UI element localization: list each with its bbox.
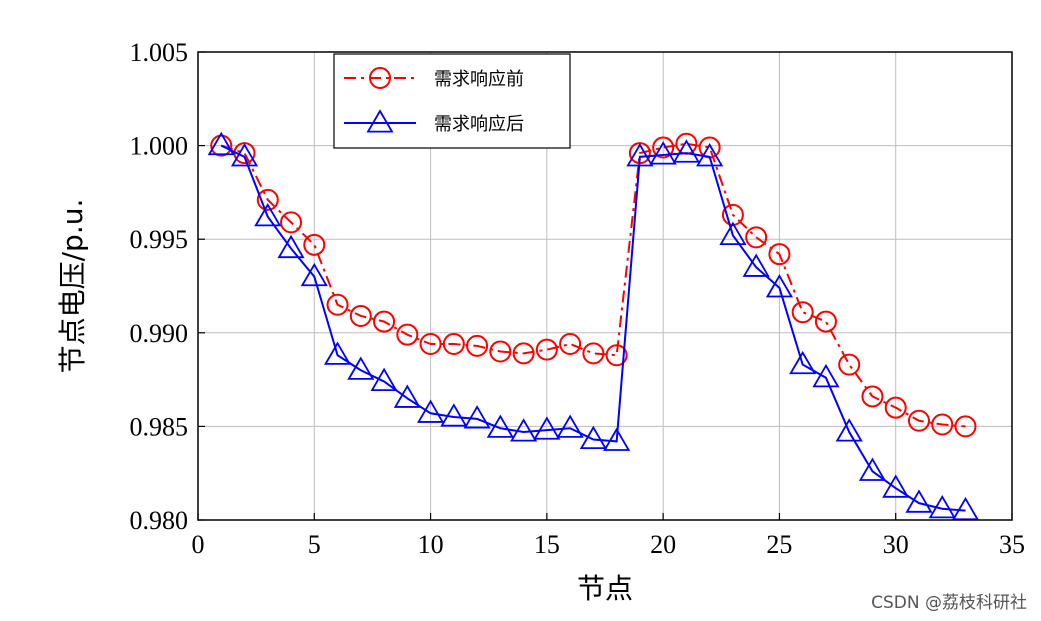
data-point [326, 293, 349, 316]
data-point [603, 427, 631, 451]
data-point [349, 304, 372, 327]
data-point [626, 143, 654, 167]
x-tick-label: 0 [192, 530, 205, 559]
x-axis-label: 节点 [577, 572, 633, 605]
data-point [256, 188, 279, 211]
data-point [559, 333, 582, 356]
data-point [300, 262, 328, 287]
data-point [303, 233, 326, 256]
data-point [789, 350, 817, 375]
legend-item: 需求响应前 [344, 67, 524, 90]
data-point [954, 415, 977, 438]
y-tick-label: 1.000 [130, 132, 189, 161]
x-tick-label: 10 [418, 530, 444, 559]
x-tick-label: 15 [534, 530, 560, 559]
legend-marker [369, 67, 391, 89]
legend-marker [366, 109, 394, 133]
data-point [742, 253, 770, 277]
data-point [812, 363, 840, 388]
data-point [466, 334, 489, 357]
data-point [512, 342, 535, 365]
data-point [347, 356, 375, 380]
series-2 [207, 131, 980, 521]
data-point [373, 310, 396, 333]
data-point [884, 396, 907, 419]
series-layer [207, 131, 980, 521]
data-point [510, 418, 538, 442]
data-point [698, 136, 721, 159]
data-point [207, 131, 235, 156]
plot-frame [197, 51, 1013, 521]
axis-ticks: 0 5 10 15 20 25 30 35 0.980 0.985 0.990 0.995 1.000 1… [130, 38, 1026, 559]
data-point [835, 418, 863, 442]
series-line [220, 144, 966, 512]
data-point [768, 243, 791, 266]
data-point [791, 301, 814, 324]
y-tick-label: 0.990 [130, 319, 189, 348]
data-point [442, 333, 465, 356]
data-point [765, 274, 793, 298]
data-point [463, 405, 491, 429]
data-point [489, 340, 512, 363]
data-point [533, 416, 561, 440]
legend-label: 需求响应后 [434, 114, 524, 135]
y-axis-label: 节点电压/p.u. [56, 199, 89, 374]
data-point [719, 221, 747, 245]
data-point [556, 414, 584, 438]
y-tick-label: 1.005 [130, 38, 189, 67]
data-point [838, 353, 861, 376]
data-point [951, 496, 980, 521]
y-tick-label: 0.985 [130, 412, 189, 441]
data-point [210, 134, 233, 157]
data-point [814, 310, 837, 333]
data-point [396, 323, 419, 346]
data-point [280, 211, 303, 234]
data-point [696, 143, 724, 167]
data-point [861, 385, 884, 408]
x-tick-label: 25 [766, 530, 792, 559]
y-tick-label: 0.980 [130, 506, 189, 535]
data-point [605, 344, 628, 367]
data-point [419, 333, 442, 356]
data-point [649, 141, 677, 165]
data-point [745, 226, 768, 249]
data-point [882, 474, 910, 498]
data-point [535, 338, 558, 361]
data-point [675, 132, 698, 155]
x-tick-label: 30 [883, 530, 909, 559]
data-point [907, 409, 930, 432]
data-point [440, 403, 468, 427]
data-point [277, 234, 305, 259]
data-point [230, 143, 259, 167]
data-point [486, 414, 514, 438]
y-tick-label: 0.995 [130, 225, 189, 254]
x-tick-label: 35 [999, 530, 1025, 559]
legend-label: 需求响应前 [434, 69, 524, 90]
data-point [417, 399, 445, 423]
data-point [323, 341, 352, 365]
data-point [582, 342, 605, 365]
x-tick-label: 20 [650, 530, 676, 559]
data-point [905, 489, 933, 513]
data-point [393, 384, 421, 408]
data-point [370, 367, 398, 392]
data-point [858, 457, 887, 481]
data-point [254, 202, 282, 227]
data-point [672, 139, 700, 163]
series-line [220, 142, 966, 428]
data-point [928, 494, 956, 519]
data-point [652, 136, 675, 159]
data-point [579, 425, 607, 450]
legend-item: 需求响应后 [344, 109, 524, 135]
watermark: CSDN @荔枝科研社 [871, 593, 1027, 613]
data-point [931, 413, 954, 436]
x-tick-label: 5 [308, 530, 321, 559]
